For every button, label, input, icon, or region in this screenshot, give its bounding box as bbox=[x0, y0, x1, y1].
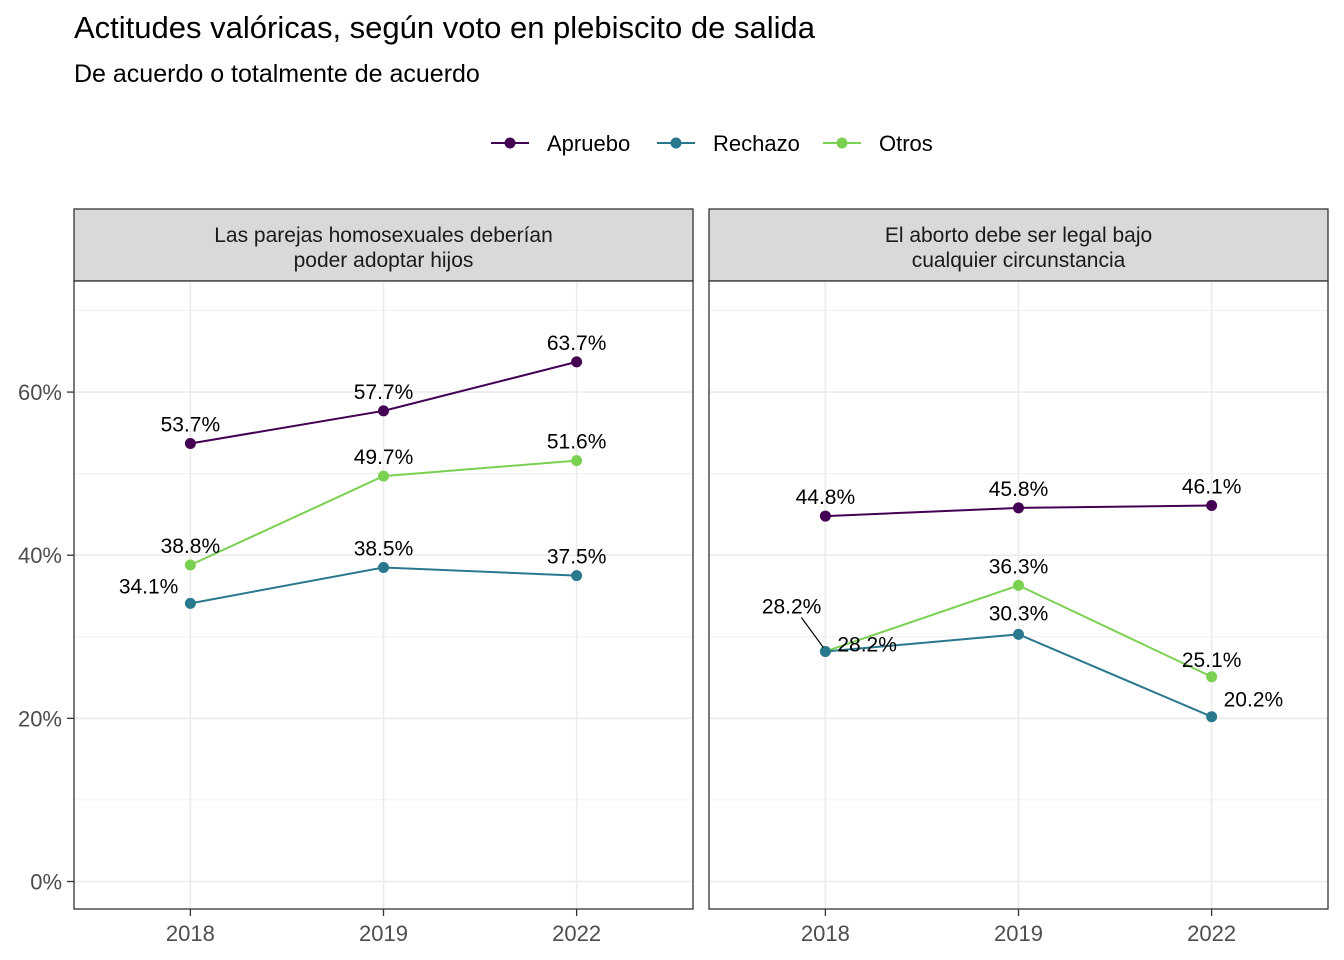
x-axis: 2018 2019 2022 bbox=[166, 909, 601, 946]
data-label: 38.5% bbox=[354, 537, 414, 560]
labels-otros: 38.8% 49.7% 51.6% bbox=[161, 431, 607, 558]
data-label: 44.8% bbox=[796, 486, 856, 509]
data-label: 49.7% bbox=[354, 446, 414, 469]
x-tick-label: 2022 bbox=[1187, 921, 1236, 946]
panel-title: Las parejas homosexuales deberían poder a… bbox=[214, 224, 553, 272]
panel-2: El aborto debe ser legal bajo cualquier c… bbox=[708, 208, 1329, 946]
data-label: 46.1% bbox=[1182, 475, 1242, 498]
data-point bbox=[378, 561, 389, 573]
data-point bbox=[184, 597, 196, 609]
data-label: 30.3% bbox=[989, 602, 1049, 625]
data-point bbox=[1013, 579, 1024, 591]
legend: Apruebo Rechazo Otros bbox=[491, 131, 933, 156]
data-label: 36.3% bbox=[989, 555, 1049, 578]
x-tick-label: 2018 bbox=[166, 921, 215, 946]
data-point bbox=[1013, 502, 1024, 514]
panel-title: El aborto debe ser legal bajo cualquier c… bbox=[885, 224, 1152, 272]
x-axis: 2018 2019 2022 bbox=[801, 909, 1236, 946]
legend-label: Rechazo bbox=[713, 131, 800, 156]
data-point bbox=[184, 437, 196, 449]
data-label: 28.2% bbox=[762, 595, 822, 618]
legend-key-point bbox=[504, 137, 516, 149]
panel-strip bbox=[708, 208, 1329, 282]
data-point bbox=[378, 405, 389, 417]
label-leader-line bbox=[800, 617, 824, 648]
data-label: 51.6% bbox=[547, 431, 607, 454]
gridlines bbox=[74, 281, 693, 909]
panel-strip bbox=[73, 208, 694, 282]
data-label: 45.8% bbox=[989, 478, 1049, 501]
x-tick-label: 2019 bbox=[994, 921, 1043, 946]
panel-title-line: El aborto debe ser legal bajo bbox=[885, 224, 1152, 247]
data-point bbox=[1206, 499, 1218, 511]
data-label: 28.2% bbox=[837, 633, 897, 656]
data-point bbox=[1013, 628, 1024, 640]
series-otros bbox=[184, 455, 583, 571]
labels-apruebo: 53.7% 57.7% 63.7% bbox=[161, 332, 607, 437]
data-point bbox=[571, 455, 583, 467]
gridlines bbox=[709, 281, 1328, 909]
panel-1: Las parejas homosexuales deberían poder a… bbox=[73, 208, 694, 946]
series-apruebo bbox=[184, 356, 583, 449]
legend-key-point bbox=[836, 137, 848, 149]
data-label: 34.1% bbox=[119, 575, 179, 598]
x-tick-label: 2018 bbox=[801, 921, 850, 946]
panel-title-line: Las parejas homosexuales deberían bbox=[214, 224, 553, 247]
data-point bbox=[819, 510, 831, 522]
labels-apruebo: 44.8% 45.8% 46.1% bbox=[796, 475, 1242, 509]
data-label: 57.7% bbox=[354, 381, 414, 404]
panel-title-line: poder adoptar hijos bbox=[294, 249, 474, 272]
data-label: 25.1% bbox=[1182, 649, 1242, 672]
data-point bbox=[378, 470, 389, 482]
legend-key-point bbox=[670, 137, 682, 149]
y-tick-label: 40% bbox=[18, 543, 62, 568]
panel-title-line: cualquier circunstancia bbox=[912, 249, 1126, 272]
labels-otros: 28.2% 36.3% 25.1% bbox=[762, 555, 1242, 671]
data-point bbox=[571, 570, 583, 582]
data-label: 38.8% bbox=[161, 535, 221, 558]
chart-subtitle: De acuerdo o totalmente de acuerdo bbox=[74, 60, 480, 88]
data-label: 20.2% bbox=[1224, 689, 1284, 712]
data-label: 63.7% bbox=[547, 332, 607, 355]
labels-rechazo: 34.1% 38.5% 37.5% bbox=[119, 537, 607, 598]
series-rechazo bbox=[184, 561, 583, 609]
data-point bbox=[184, 559, 196, 571]
data-point bbox=[1206, 711, 1218, 723]
legend-item-rechazo: Rechazo bbox=[657, 131, 800, 156]
x-tick-label: 2022 bbox=[552, 921, 601, 946]
x-tick-label: 2019 bbox=[359, 921, 408, 946]
chart-panels: Las parejas homosexuales deberían poder a… bbox=[73, 208, 1329, 946]
series-apruebo bbox=[819, 499, 1218, 522]
legend-item-apruebo: Apruebo bbox=[491, 131, 630, 156]
data-label: 37.5% bbox=[547, 546, 607, 569]
chart-title: Actitudes valóricas, según voto en plebi… bbox=[74, 10, 815, 45]
data-point bbox=[1206, 671, 1218, 683]
y-axis: 0% 20% 40% 60% bbox=[18, 380, 74, 895]
data-point bbox=[571, 356, 583, 368]
legend-label: Otros bbox=[879, 131, 933, 156]
labels-rechazo: 28.2% 30.3% 20.2% bbox=[837, 602, 1283, 711]
y-tick-label: 20% bbox=[18, 706, 62, 731]
data-label: 53.7% bbox=[161, 413, 221, 436]
series-rechazo bbox=[819, 628, 1218, 723]
y-tick-label: 0% bbox=[30, 870, 62, 895]
data-point bbox=[819, 645, 831, 657]
legend-label: Apruebo bbox=[547, 131, 630, 156]
y-tick-label: 60% bbox=[18, 380, 62, 405]
legend-item-otros: Otros bbox=[823, 131, 933, 156]
